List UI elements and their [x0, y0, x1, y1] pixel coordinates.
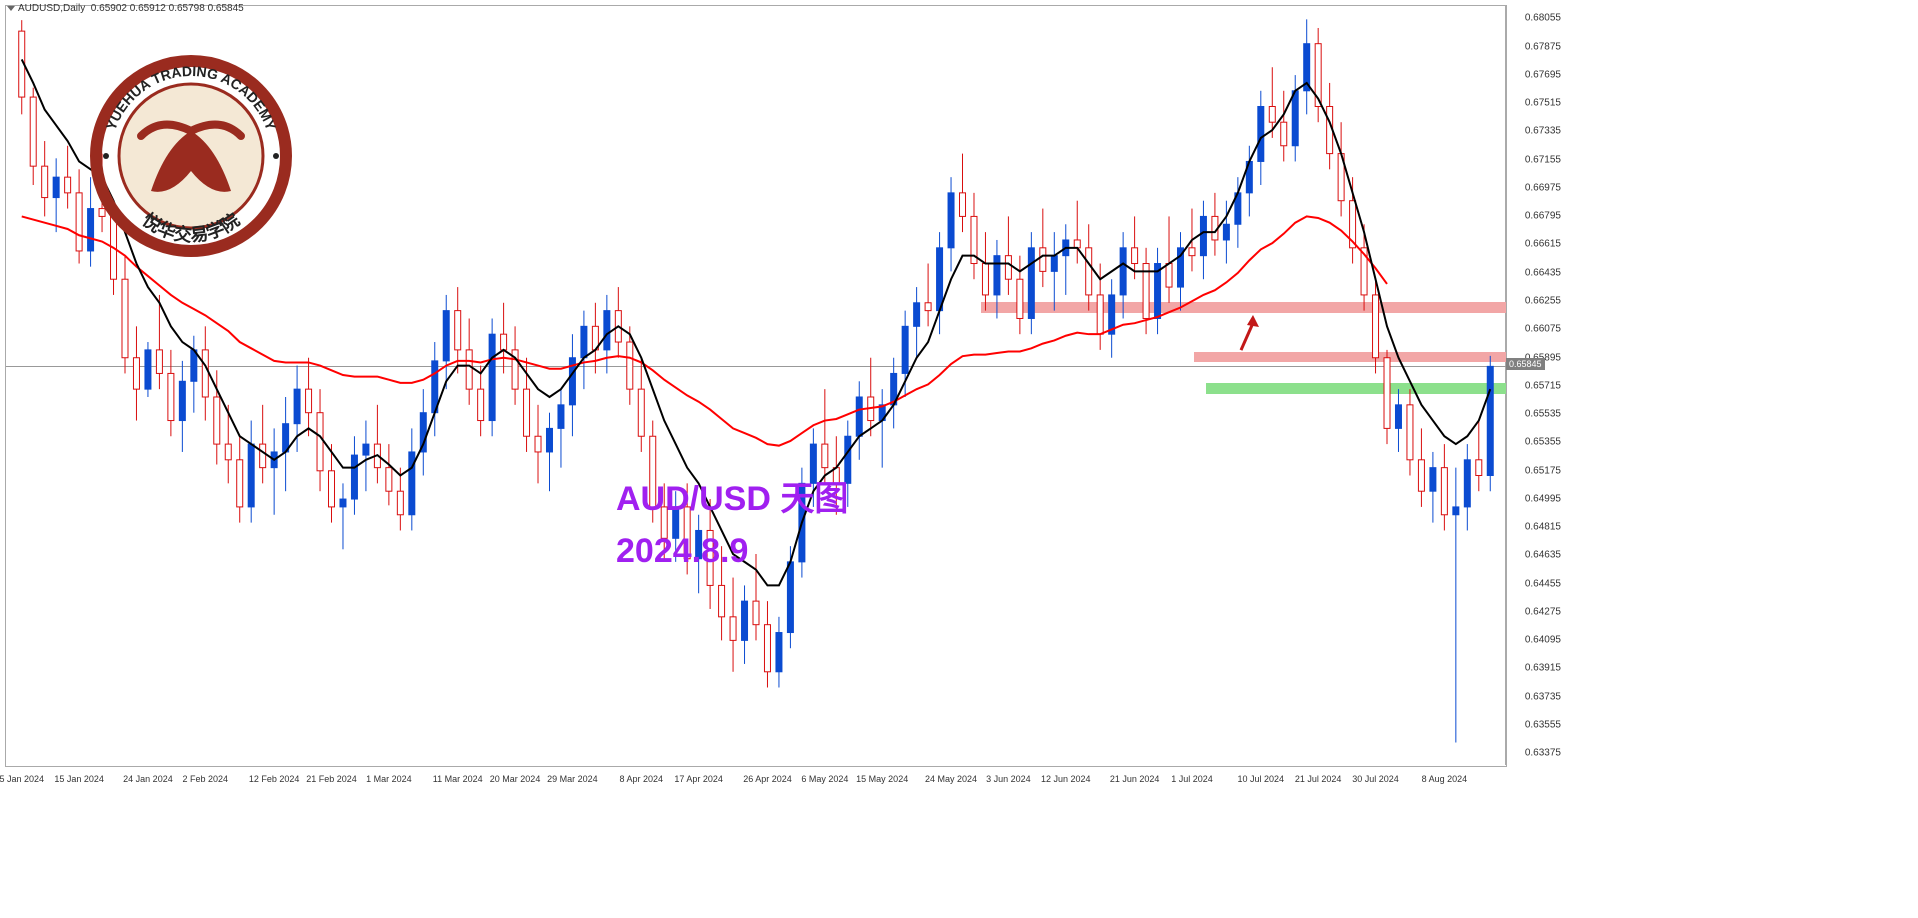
- y-tick-label: 0.64995: [1525, 493, 1561, 504]
- x-tick-label: 1 Mar 2024: [366, 774, 412, 784]
- x-tick-label: 24 May 2024: [925, 774, 977, 784]
- x-tick-label: 5 Jan 2024: [0, 774, 44, 784]
- y-tick-label: 0.64815: [1525, 522, 1561, 533]
- y-tick-label: 0.67335: [1525, 126, 1561, 137]
- x-tick-label: 8 Apr 2024: [619, 774, 663, 784]
- x-tick-label: 10 Jul 2024: [1238, 774, 1285, 784]
- x-tick-label: 12 Jun 2024: [1041, 774, 1091, 784]
- chart-annotation: AUD/USD 天图 2024.8.9: [616, 471, 848, 571]
- y-tick-label: 0.65175: [1525, 465, 1561, 476]
- symbol-label: AUDUSD,Daily: [18, 3, 85, 14]
- x-tick-label: 30 Jul 2024: [1352, 774, 1399, 784]
- dropdown-triangle-icon[interactable]: [7, 6, 15, 11]
- y-tick-label: 0.65715: [1525, 380, 1561, 391]
- y-tick-label: 0.63735: [1525, 691, 1561, 702]
- x-tick-label: 20 Mar 2024: [490, 774, 541, 784]
- y-tick-label: 0.64635: [1525, 550, 1561, 561]
- x-tick-label: 26 Apr 2024: [743, 774, 792, 784]
- current-price-line: [6, 366, 1506, 367]
- y-tick-label: 0.64455: [1525, 578, 1561, 589]
- x-tick-label: 15 May 2024: [856, 774, 908, 784]
- x-tick-label: 6 May 2024: [801, 774, 848, 784]
- annotation-line1: AUD/USD 天图: [616, 471, 848, 520]
- y-tick-label: 0.66975: [1525, 182, 1561, 193]
- y-tick-label: 0.67875: [1525, 41, 1561, 52]
- price-zone: [1206, 383, 1506, 394]
- x-tick-label: 2 Feb 2024: [183, 774, 229, 784]
- y-tick-label: 0.66435: [1525, 267, 1561, 278]
- x-tick-label: 3 Jun 2024: [986, 774, 1031, 784]
- y-tick-label: 0.68055: [1525, 13, 1561, 24]
- y-tick-label: 0.63915: [1525, 663, 1561, 674]
- y-tick-label: 0.64275: [1525, 606, 1561, 617]
- annotation-line2: 2024.8.9: [616, 532, 848, 571]
- ohlc-label: 0.65902 0.65912 0.65798 0.65845: [91, 3, 244, 14]
- x-tick-label: 21 Jun 2024: [1110, 774, 1160, 784]
- x-tick-label: 15 Jan 2024: [54, 774, 104, 784]
- direction-arrow-icon: [1231, 315, 1261, 360]
- y-tick-label: 0.66795: [1525, 211, 1561, 222]
- x-tick-label: 24 Jan 2024: [123, 774, 173, 784]
- chart-header: AUDUSD,Daily 0.65902 0.65912 0.65798 0.6…: [18, 3, 244, 14]
- y-tick-label: 0.63375: [1525, 748, 1561, 759]
- price-zone: [981, 302, 1506, 313]
- y-axis: 0.68055 0.67875 0.67695 0.67515 0.67335 0.671…: [1505, 5, 1566, 765]
- y-tick-label: 0.66615: [1525, 239, 1561, 250]
- x-tick-label: 21 Jul 2024: [1295, 774, 1342, 784]
- chart-container: AUDUSD,Daily 0.65902 0.65912 0.65798 0.6…: [0, 0, 1918, 918]
- academy-logo: YUEHUA TRADING ACADEMY 悦华交易学院: [71, 36, 311, 281]
- y-tick-label: 0.64095: [1525, 635, 1561, 646]
- current-price-badge: 0.65845: [1506, 358, 1545, 370]
- y-tick-label: 0.63555: [1525, 719, 1561, 730]
- y-tick-label: 0.67155: [1525, 154, 1561, 165]
- y-tick-label: 0.65535: [1525, 409, 1561, 420]
- x-tick-label: 21 Feb 2024: [306, 774, 357, 784]
- x-tick-label: 8 Aug 2024: [1422, 774, 1468, 784]
- y-tick-label: 0.67695: [1525, 69, 1561, 80]
- x-tick-label: 1 Jul 2024: [1171, 774, 1213, 784]
- x-tick-label: 17 Apr 2024: [674, 774, 723, 784]
- x-tick-label: 29 Mar 2024: [547, 774, 598, 784]
- x-tick-label: 11 Mar 2024: [433, 774, 483, 784]
- x-tick-label: 12 Feb 2024: [249, 774, 300, 784]
- y-tick-label: 0.66075: [1525, 324, 1561, 335]
- y-tick-label: 0.66255: [1525, 295, 1561, 306]
- y-tick-label: 0.65355: [1525, 437, 1561, 448]
- chart-plot-area[interactable]: AUD/USD 天图 2024.8.9 YUEHUA TRADING ACADE…: [5, 5, 1507, 767]
- y-tick-label: 0.67515: [1525, 98, 1561, 109]
